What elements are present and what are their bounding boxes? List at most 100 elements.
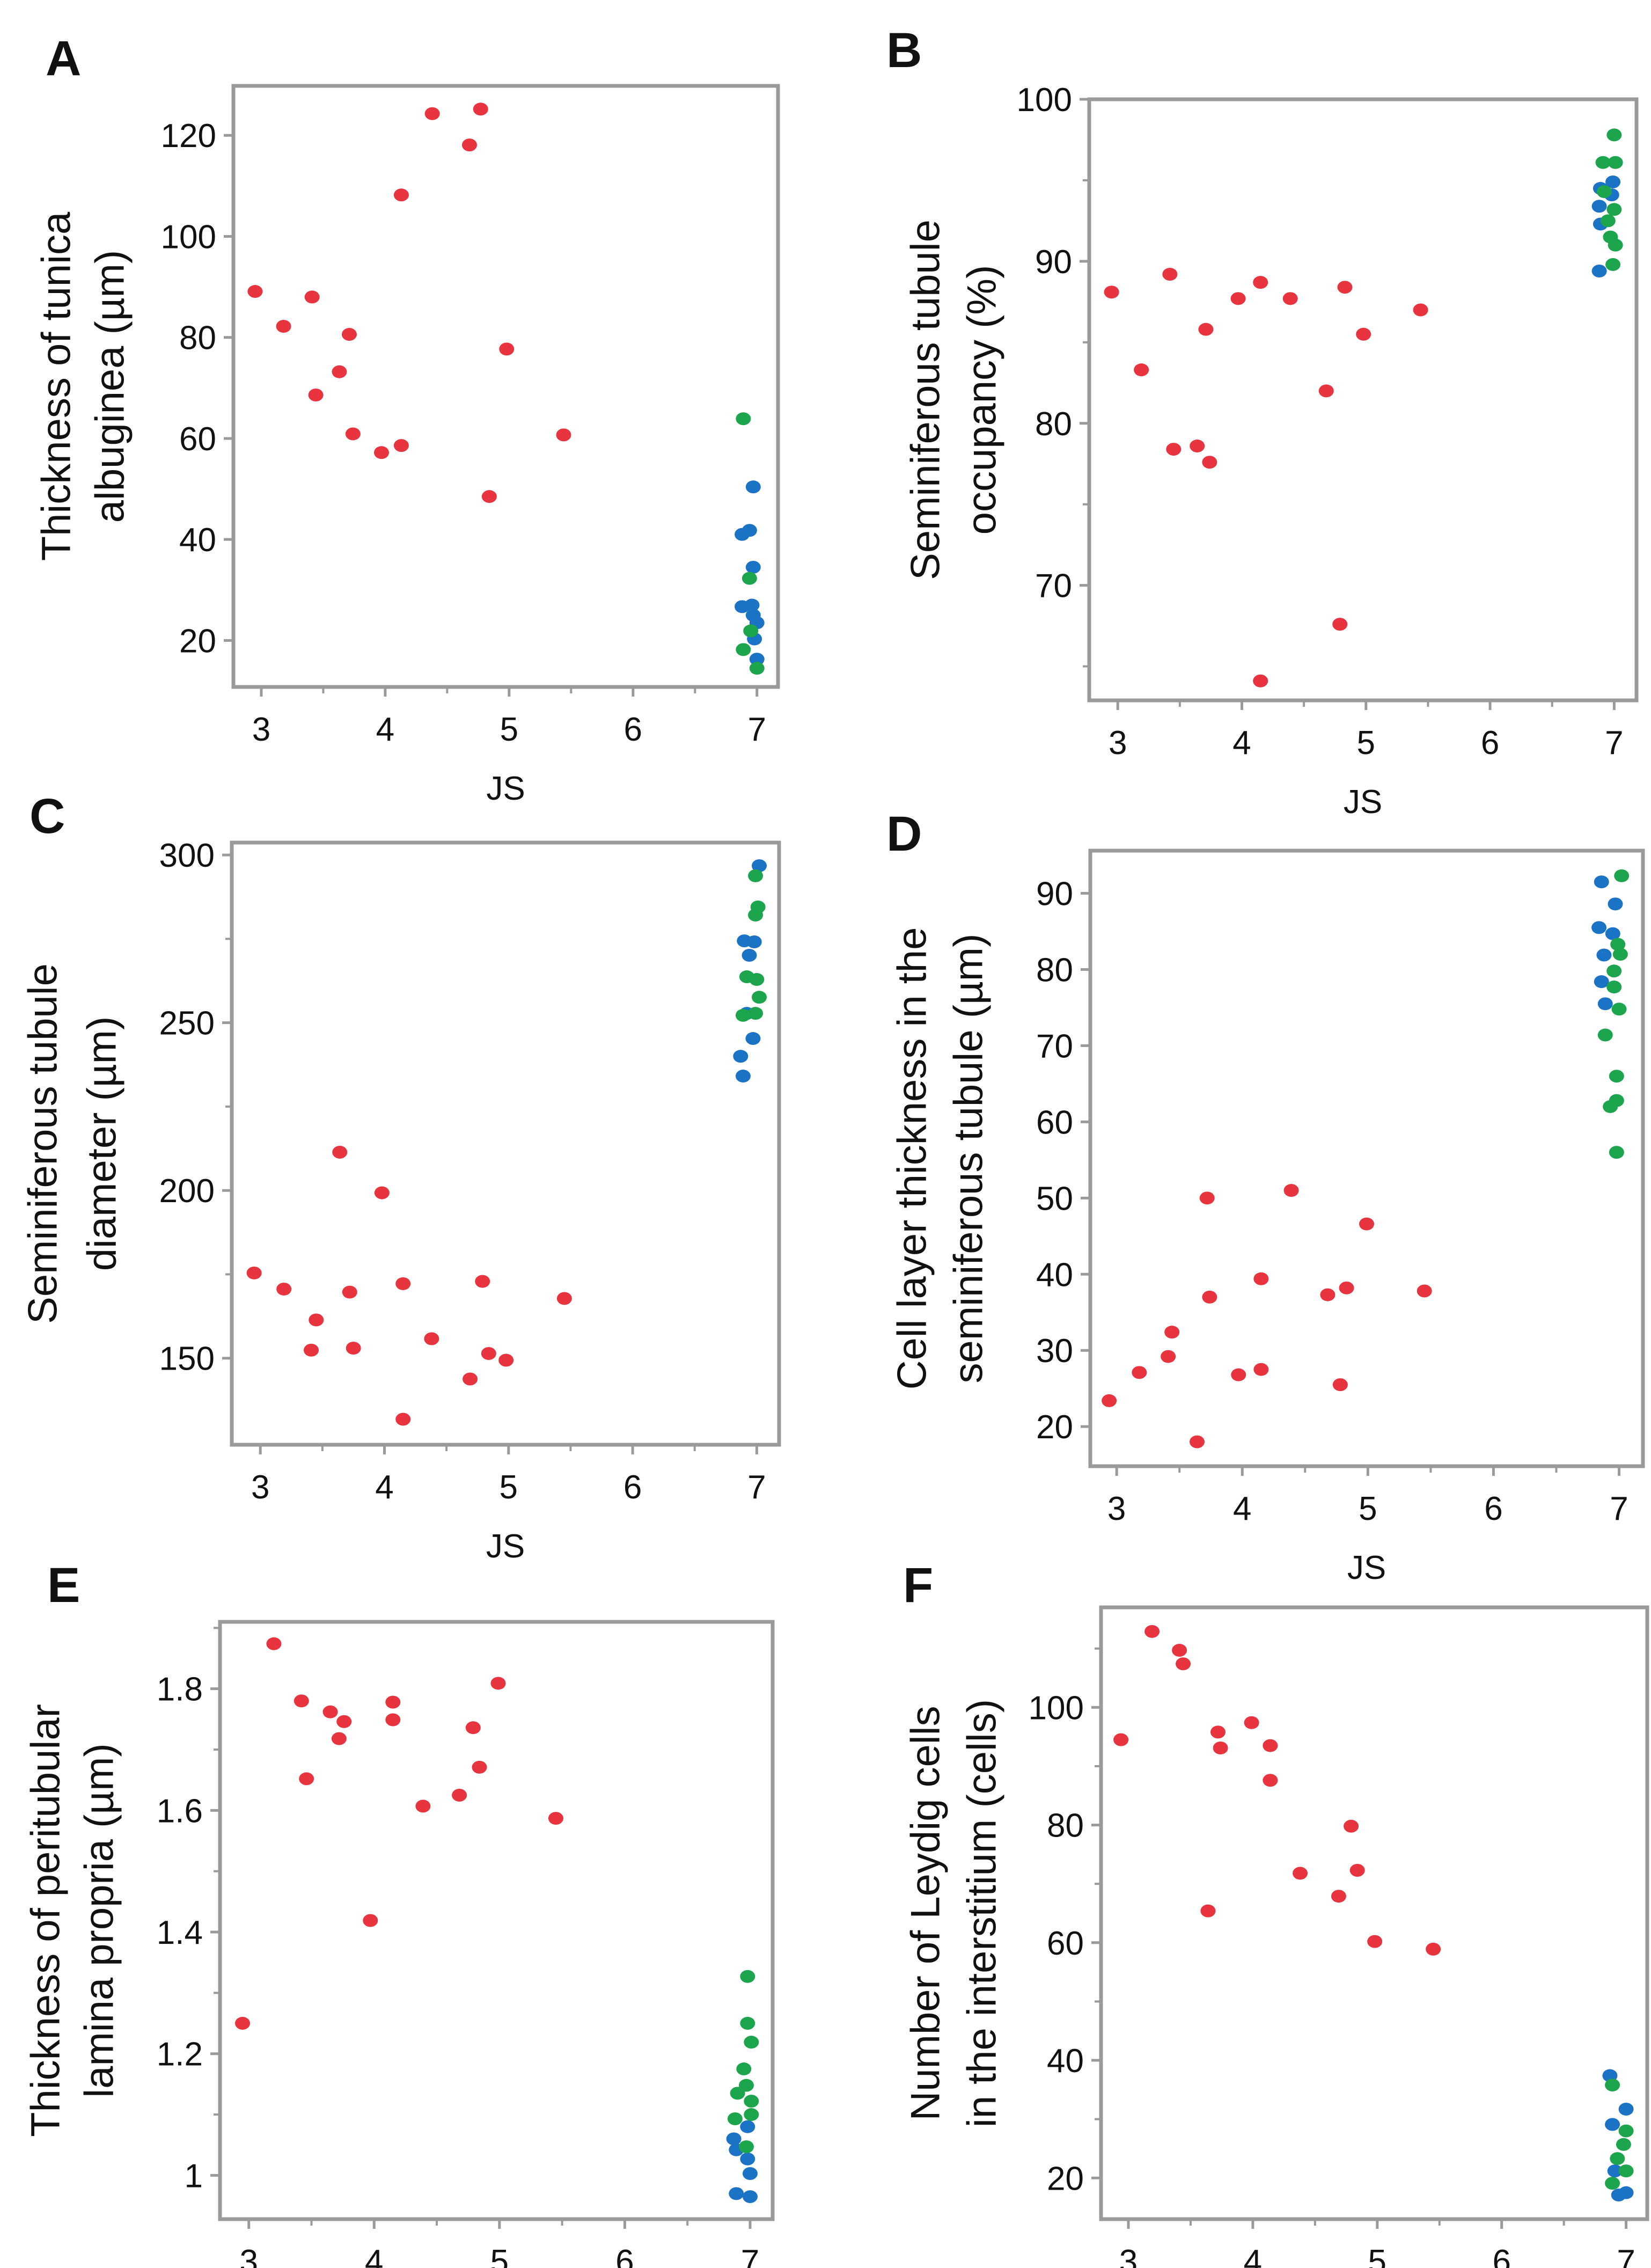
data-point-green — [1597, 1028, 1613, 1042]
x-tick-label: 6 — [1481, 725, 1499, 762]
x-tick-label: 7 — [741, 2243, 759, 2268]
data-point-blue — [745, 1032, 761, 1045]
data-point-blue — [742, 949, 757, 962]
x-tick-label: 5 — [490, 2243, 509, 2268]
y-tick-label: 80 — [1035, 406, 1072, 443]
data-point-blue — [1597, 997, 1613, 1011]
data-point-red — [393, 188, 409, 202]
data-point-red — [1337, 281, 1353, 294]
x-tick-label: 3 — [239, 2243, 258, 2268]
data-point-red — [1164, 1326, 1180, 1339]
data-point-green — [1605, 2079, 1620, 2092]
data-point-red — [1332, 1378, 1348, 1392]
data-point-green — [742, 572, 757, 585]
x-tick-label: 3 — [252, 711, 270, 748]
data-point-blue — [742, 2167, 758, 2180]
data-point-blue — [740, 2152, 755, 2165]
y-tick-label: 1.6 — [157, 1793, 203, 1830]
data-point-red — [463, 1372, 478, 1386]
data-point-green — [1608, 238, 1623, 252]
y-tick-label: 80 — [179, 320, 216, 357]
x-tick-label: 5 — [500, 711, 518, 748]
data-point-red — [247, 285, 263, 298]
data-point-red — [308, 389, 324, 401]
y-axis-label: diameter (µm) — [79, 1016, 125, 1271]
data-point-red — [385, 1695, 401, 1709]
data-point-red — [395, 1277, 411, 1290]
y-axis-label: Seminiferous tubule — [903, 220, 949, 580]
data-point-red — [322, 1705, 338, 1718]
data-point-red — [293, 1694, 309, 1708]
data-point-red — [1283, 1184, 1299, 1197]
plot-frame — [1088, 848, 1645, 1468]
y-tick-label: 60 — [1047, 1925, 1084, 1962]
x-tick-label: 7 — [1605, 725, 1623, 762]
data-point-red — [556, 1292, 572, 1305]
data-point-blue — [749, 653, 765, 666]
data-point-red — [246, 1266, 262, 1279]
data-point-red — [499, 342, 515, 356]
plot-frame — [218, 1620, 775, 2221]
data-point-green — [748, 1007, 764, 1020]
y-tick-label: 1 — [185, 2157, 203, 2194]
x-tick-label: 5 — [1359, 1490, 1377, 1527]
y-tick-label: 20 — [179, 623, 216, 660]
x-tick-label: 6 — [1492, 2243, 1510, 2268]
data-point-red — [1198, 323, 1214, 336]
data-point-red — [1320, 1288, 1336, 1301]
data-point-green — [744, 2036, 759, 2049]
data-point-red — [235, 2017, 251, 2030]
panel-letter: B — [886, 23, 922, 78]
x-tick-label: 6 — [615, 2243, 634, 2268]
data-point-blue — [745, 480, 761, 494]
data-point-green — [735, 1008, 751, 1022]
data-point-green — [1606, 981, 1622, 994]
x-tick-label: 6 — [1484, 1490, 1502, 1527]
data-point-blue — [735, 1070, 751, 1083]
data-point-green — [1618, 2164, 1634, 2178]
data-point-red — [393, 439, 409, 452]
data-point-blue — [742, 2190, 758, 2204]
data-point-green — [727, 2112, 743, 2125]
data-point-red — [346, 1341, 361, 1355]
data-point-blue — [1591, 921, 1607, 934]
data-point-red — [1318, 384, 1334, 398]
data-point-red — [309, 1313, 324, 1327]
data-point-red — [1231, 1368, 1246, 1381]
y-axis-label: in the interstitium (cells) — [959, 1699, 1005, 2127]
data-point-green — [744, 2108, 759, 2121]
data-point-green — [1612, 948, 1628, 961]
y-axis-label: albuginea (µm) — [87, 250, 133, 523]
panel-f: F3456720406080100JSNumber of Leydig cell… — [903, 1558, 1649, 2268]
x-tick-label: 6 — [624, 711, 642, 748]
data-point-green — [736, 412, 751, 426]
data-point-red — [1161, 1350, 1176, 1363]
data-point-red — [1172, 1644, 1187, 1657]
y-axis-label: Cell layer thickness in the — [890, 927, 935, 1390]
data-point-red — [332, 365, 347, 378]
data-point-red — [1293, 1867, 1308, 1880]
data-point-red — [385, 1713, 401, 1726]
data-point-green — [743, 624, 759, 638]
data-point-blue — [746, 935, 762, 949]
data-point-red — [345, 427, 361, 441]
y-tick-label: 1.4 — [157, 1914, 203, 1951]
data-point-red — [465, 1721, 481, 1735]
data-point-green — [736, 2062, 752, 2076]
x-tick-label: 3 — [1109, 725, 1127, 762]
x-tick-label: 4 — [1233, 1490, 1251, 1527]
data-point-red — [363, 1914, 378, 1927]
data-point-blue — [733, 1050, 749, 1063]
data-point-green — [748, 869, 764, 882]
panel-letter: A — [46, 31, 81, 86]
data-point-blue — [1591, 265, 1607, 277]
y-axis-label: lamina propria (µm) — [77, 1743, 122, 2097]
y-tick-label: 20 — [1036, 1409, 1073, 1446]
y-axis-label: occupancy (%) — [959, 265, 1005, 535]
data-point-blue — [1618, 2103, 1634, 2116]
data-point-green — [1610, 2152, 1625, 2165]
panel-c: C 3 4 5 6 7 150 200 250 300 JS Seminiferous tubule d… — [20, 789, 781, 1565]
data-point-red — [1134, 363, 1149, 377]
